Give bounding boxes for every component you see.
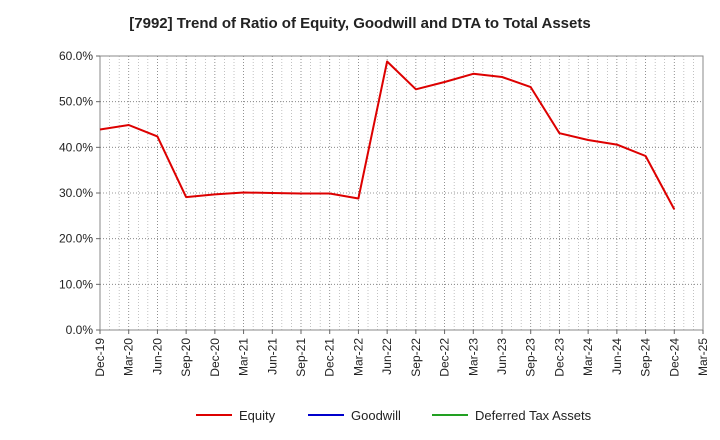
y-tick-label: 30.0% <box>59 186 93 200</box>
x-tick-label: Dec-24 <box>667 338 681 377</box>
y-tick-label: 0.0% <box>66 323 94 337</box>
x-tick-label: Sep-23 <box>524 338 538 377</box>
x-tick-label: Dec-23 <box>552 338 566 377</box>
x-tick-label: Sep-20 <box>179 338 193 377</box>
x-tick-label: Dec-22 <box>438 338 452 377</box>
legend-label-1: Equity <box>239 408 276 423</box>
legend-label-3: Deferred Tax Assets <box>475 408 592 423</box>
x-tick-label: Mar-20 <box>122 338 136 376</box>
series-line-1 <box>99 60 676 210</box>
x-tick-label: Jun-22 <box>380 338 394 375</box>
y-tick-label: 10.0% <box>59 277 93 291</box>
x-tick-label: Mar-25 <box>696 338 710 376</box>
y-tick-label: 60.0% <box>59 49 93 63</box>
x-tick-label: Sep-21 <box>294 338 308 377</box>
x-tick-label: Jun-20 <box>150 338 164 375</box>
y-tick-label: 20.0% <box>59 232 93 246</box>
y-tick-label: 50.0% <box>59 95 93 109</box>
x-tick-label: Sep-24 <box>639 338 653 377</box>
x-tick-label: Mar-22 <box>351 338 365 376</box>
x-tick-label: Mar-21 <box>237 338 251 376</box>
y-tick-label: 40.0% <box>59 140 93 154</box>
chart-title: [7992] Trend of Ratio of Equity, Goodwil… <box>129 15 591 32</box>
x-tick-label: Jun-21 <box>265 338 279 375</box>
x-tick-label: Dec-20 <box>208 338 222 377</box>
x-tick-label: Sep-22 <box>409 338 423 377</box>
x-tick-label: Jun-24 <box>610 338 624 375</box>
x-tick-label: Mar-23 <box>466 338 480 376</box>
x-tick-label: Dec-21 <box>323 338 337 377</box>
legend-label-2: Goodwill <box>351 408 401 423</box>
x-tick-label: Mar-24 <box>581 338 595 376</box>
x-tick-label: Jun-23 <box>495 338 509 375</box>
x-tick-label: Dec-19 <box>93 338 107 377</box>
